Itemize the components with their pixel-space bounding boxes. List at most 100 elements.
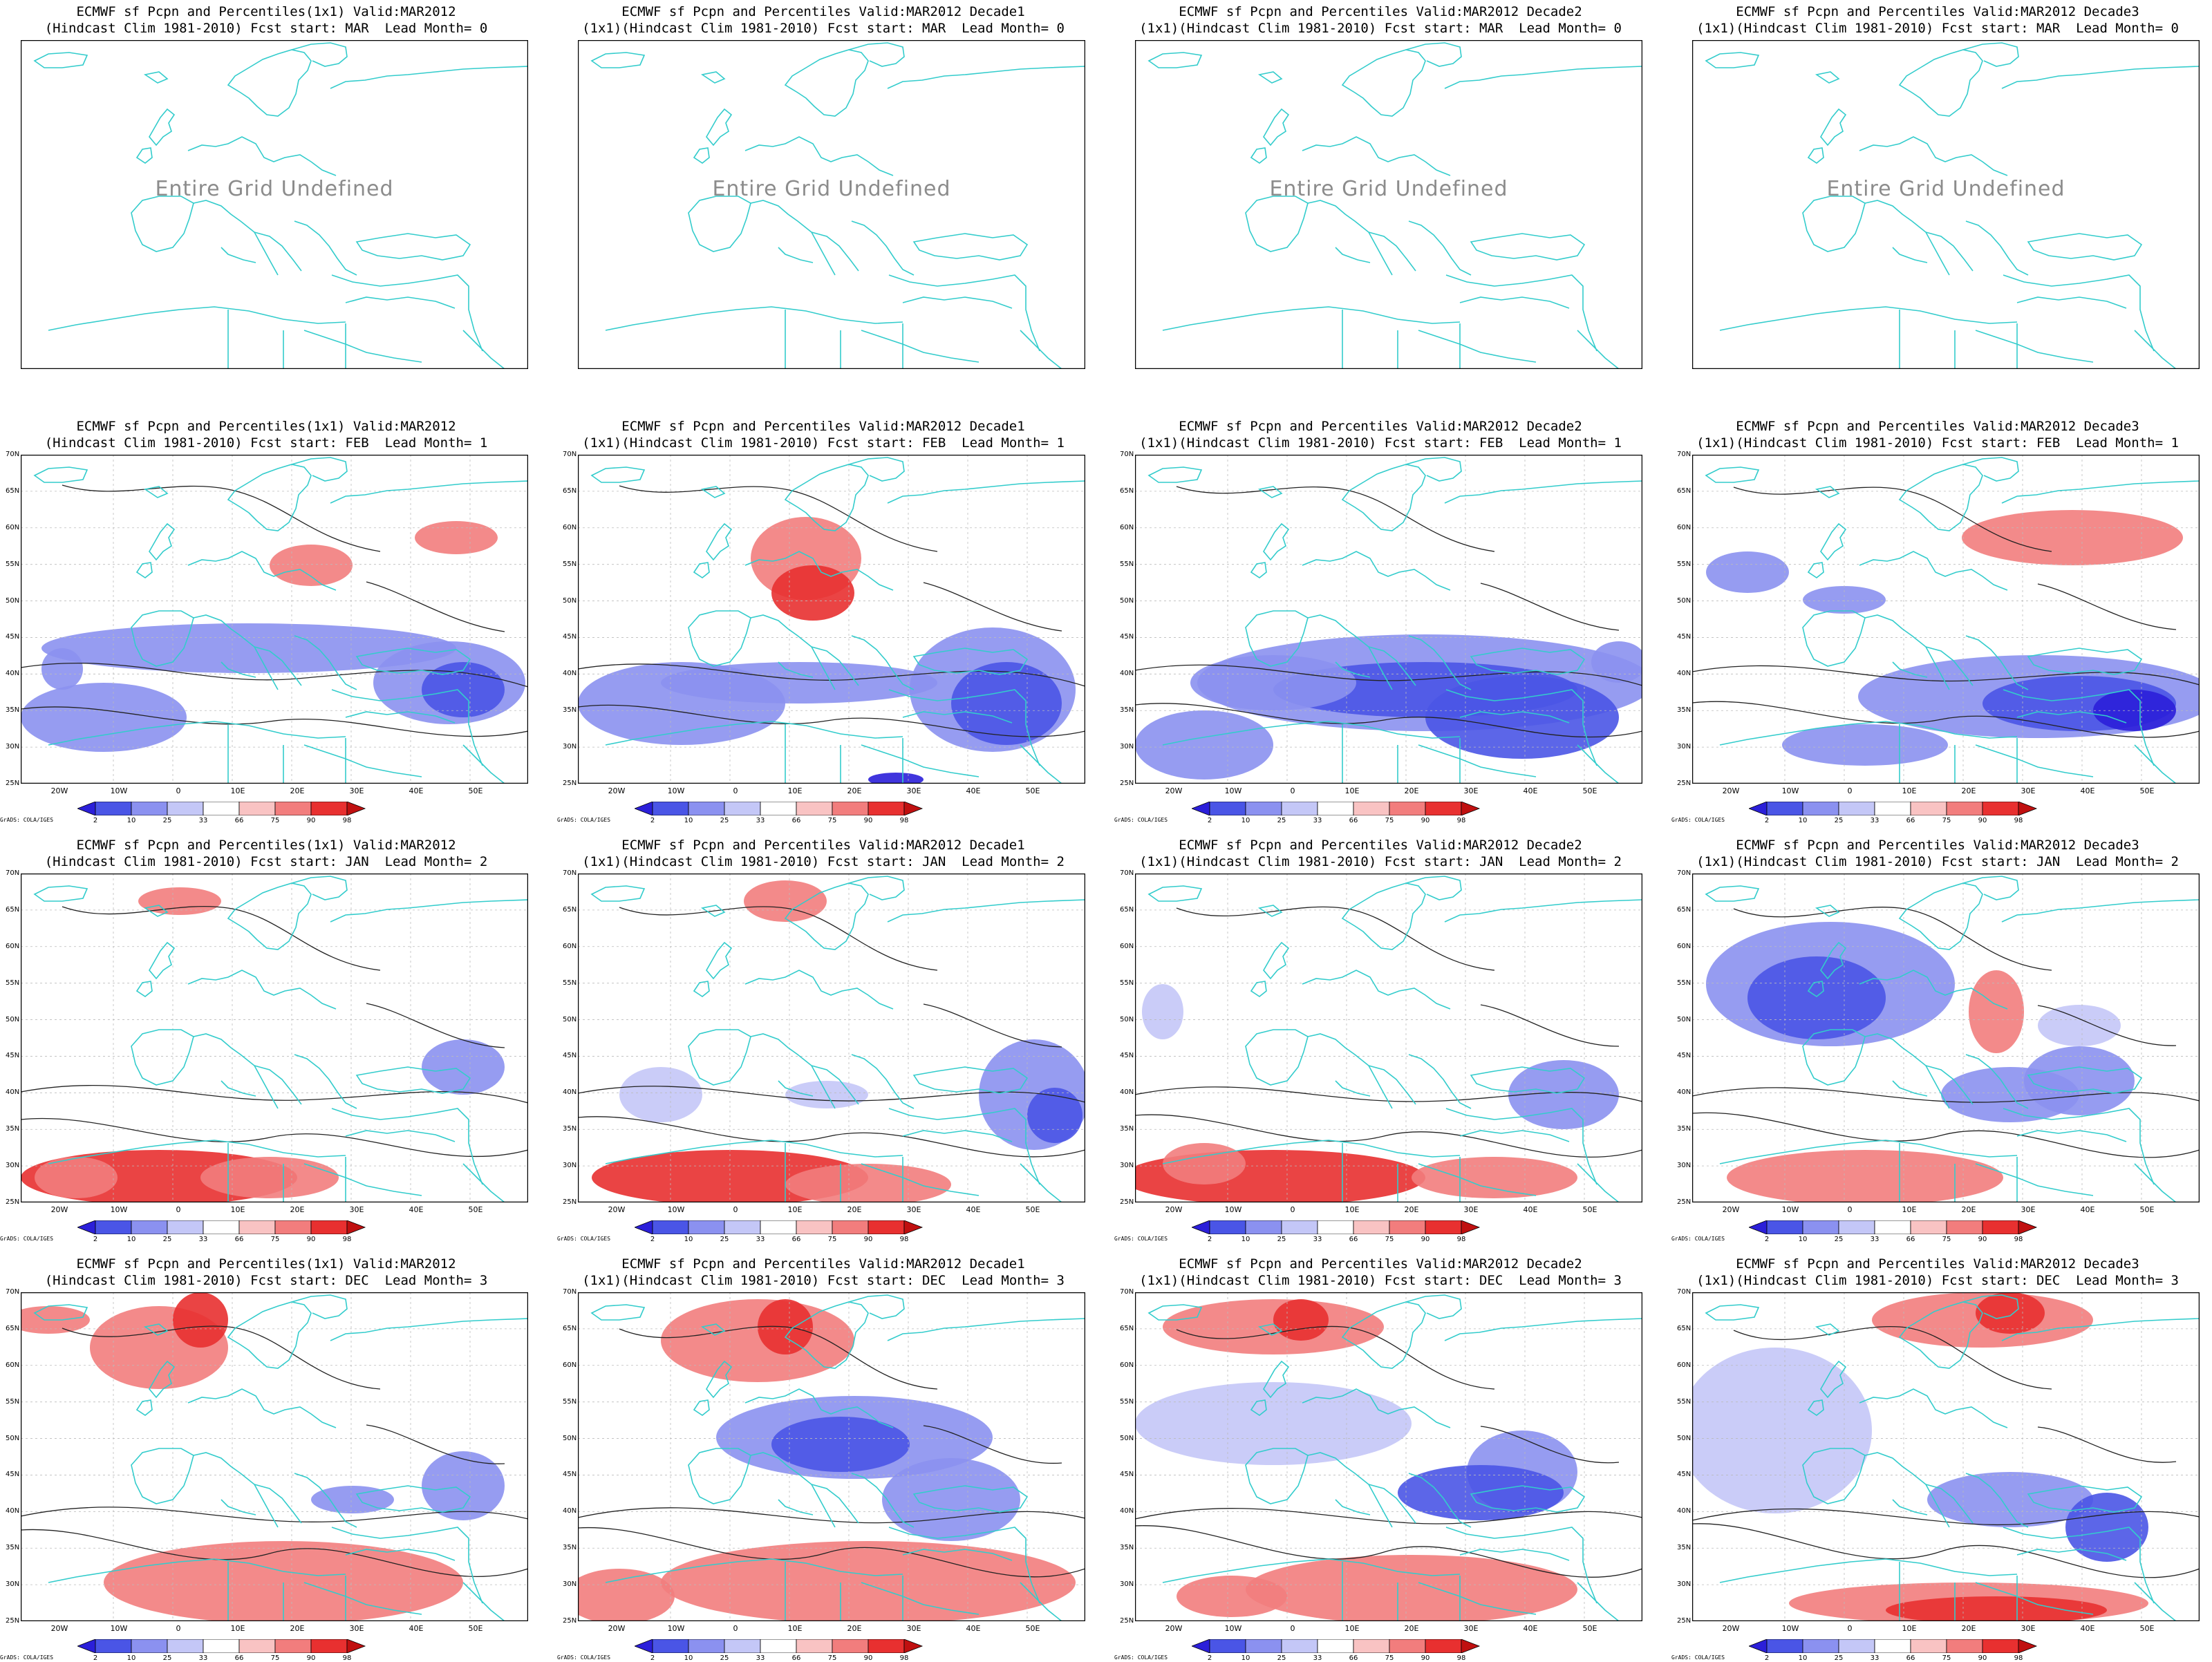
lat-tick-label: 40N bbox=[563, 1088, 577, 1097]
coastline bbox=[291, 457, 348, 482]
coastline bbox=[848, 42, 905, 67]
coastline bbox=[1020, 1582, 1062, 1621]
coastline bbox=[861, 1582, 980, 1615]
panel-subtitle: (Hindcast Clim 1981-2010) Fcst start: MA… bbox=[44, 21, 488, 36]
coastline bbox=[330, 899, 528, 923]
percentile-shading bbox=[1976, 1292, 2045, 1334]
coastline bbox=[221, 247, 256, 263]
lon-tick-label: 10E bbox=[1344, 786, 1360, 795]
lon-tick-label: 20W bbox=[50, 1205, 68, 1214]
coastline bbox=[784, 1301, 869, 1369]
panel-subtitle: (Hindcast Clim 1981-2010) Fcst start: FE… bbox=[44, 435, 488, 451]
lat-tick-label: 40N bbox=[1120, 1088, 1134, 1097]
lat-tick-label: 50N bbox=[1120, 1015, 1134, 1023]
map-panel: ECMWF sf Pcpn and Percentiles(1x1) Valid… bbox=[0, 415, 532, 824]
colorbar-segment bbox=[310, 802, 348, 815]
coastline bbox=[345, 1549, 456, 1561]
coastline bbox=[1802, 1029, 1866, 1086]
lon-tick-label: 50E bbox=[1025, 786, 1040, 795]
colorbar-segment bbox=[1281, 802, 1318, 815]
coastline bbox=[784, 49, 869, 117]
colorbar-segment bbox=[1874, 802, 1911, 815]
coastline bbox=[1470, 1485, 1586, 1513]
panel-subtitle: (1x1)(Hindcast Clim 1981-2010) Fcst star… bbox=[1139, 1273, 1622, 1288]
panel-title: ECMWF sf Pcpn and Percentiles(1x1) Valid… bbox=[76, 838, 456, 853]
percentile-shading bbox=[661, 1299, 854, 1382]
coastline bbox=[1162, 1558, 1461, 1583]
colorbar-segment bbox=[274, 1220, 312, 1234]
colorbar-segment bbox=[760, 1639, 797, 1653]
colorbar-arrow-right bbox=[2018, 802, 2038, 815]
lat-tick-label: 60N bbox=[563, 942, 577, 950]
lon-tick-label: 10W bbox=[1224, 1624, 1242, 1633]
colorbar-segment bbox=[95, 1220, 132, 1234]
coastline bbox=[143, 486, 169, 498]
contour-line bbox=[1135, 1525, 1642, 1578]
percentile-shading bbox=[1962, 510, 2183, 565]
lon-tick-label: 30E bbox=[349, 1624, 364, 1633]
lat-tick-label: 45N bbox=[6, 1471, 20, 1479]
undefined-grid-label: Entire Grid Undefined bbox=[155, 177, 394, 201]
colorbar-segment bbox=[796, 1220, 833, 1234]
coastline bbox=[303, 1582, 422, 1615]
grads-credit: GrADS: COLA/IGES bbox=[1671, 817, 1725, 823]
coastline bbox=[33, 52, 88, 68]
coastline bbox=[227, 882, 312, 950]
grads-credit: GrADS: COLA/IGES bbox=[1114, 1236, 1168, 1242]
coastline bbox=[331, 689, 483, 766]
lat-tick-label: 70N bbox=[6, 451, 20, 458]
colorbar-segment bbox=[1209, 802, 1246, 815]
lon-tick-label: 20W bbox=[608, 1624, 626, 1633]
map-panel: ECMWF sf Pcpn and Percentiles Valid:MAR2… bbox=[1671, 833, 2204, 1243]
contour-line bbox=[1176, 1325, 1495, 1390]
coastline bbox=[331, 1108, 483, 1185]
grads-credit: GrADS: COLA/IGES bbox=[1671, 1236, 1725, 1242]
lon-tick-label: 40E bbox=[409, 786, 424, 795]
coastline bbox=[1147, 52, 1203, 68]
percentile-shading bbox=[2065, 1493, 2148, 1562]
lat-tick-label: 65N bbox=[6, 905, 20, 914]
coastline bbox=[330, 480, 528, 504]
colorbar-segment bbox=[796, 1639, 833, 1653]
colorbar-arrow-left bbox=[1192, 802, 1210, 815]
coastline bbox=[605, 1140, 903, 1164]
panel-subtitle: (1x1)(Hindcast Clim 1981-2010) Fcst star… bbox=[1139, 854, 1622, 869]
coastline bbox=[294, 1473, 357, 1528]
lat-tick-label: 30N bbox=[1677, 1162, 1691, 1170]
coastline bbox=[744, 136, 894, 176]
coastline bbox=[887, 66, 1085, 89]
lon-tick-label: 40E bbox=[409, 1205, 424, 1214]
colorbar-segment bbox=[95, 1639, 132, 1653]
lat-tick-label: 35N bbox=[563, 1544, 577, 1552]
coastline bbox=[1250, 1399, 1267, 1416]
coastline bbox=[462, 1163, 505, 1202]
coastline bbox=[2016, 1130, 2127, 1142]
grads-credit: GrADS: COLA/IGES bbox=[557, 817, 611, 823]
coastline bbox=[861, 330, 980, 363]
colorbar-segment bbox=[1946, 1220, 1983, 1234]
coastline bbox=[143, 1323, 169, 1336]
coastline bbox=[193, 200, 279, 276]
coastline bbox=[1408, 635, 1472, 690]
lon-tick-label: 0 bbox=[176, 1624, 181, 1633]
colorbar-segment bbox=[688, 1639, 725, 1653]
lat-tick-label: 40N bbox=[6, 1507, 20, 1515]
map-area bbox=[578, 1292, 1085, 1621]
colorbar-arrow-right bbox=[903, 1639, 924, 1653]
colorbar-segment bbox=[724, 802, 761, 815]
colorbar-label: 10 bbox=[1798, 817, 1808, 824]
coastline bbox=[1965, 220, 2029, 276]
lat-tick-label: 55N bbox=[1677, 979, 1691, 987]
coastline bbox=[221, 1499, 256, 1515]
coastline bbox=[888, 1527, 1040, 1604]
coastline bbox=[2003, 689, 2155, 766]
lat-tick-label: 60N bbox=[1120, 1361, 1134, 1369]
lat-tick-label: 60N bbox=[6, 523, 20, 531]
map-panel: ECMWF sf Pcpn and Percentiles Valid:MAR2… bbox=[557, 415, 1089, 824]
colorbar-arrow-left bbox=[1749, 1220, 1768, 1234]
lat-tick-label: 25N bbox=[6, 1617, 20, 1625]
lon-tick-label: 20W bbox=[608, 1205, 626, 1214]
lon-tick-label: 40E bbox=[966, 786, 981, 795]
coastline bbox=[48, 721, 346, 746]
coastline bbox=[1459, 1130, 1570, 1142]
